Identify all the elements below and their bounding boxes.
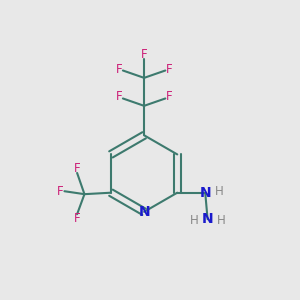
Text: F: F <box>166 91 172 103</box>
Text: N: N <box>202 212 213 226</box>
Text: N: N <box>200 186 211 200</box>
Text: F: F <box>74 212 80 225</box>
Text: F: F <box>141 48 147 62</box>
Text: F: F <box>116 91 122 103</box>
Text: F: F <box>166 62 172 76</box>
Text: N: N <box>138 205 150 219</box>
Text: F: F <box>74 162 80 175</box>
Text: H: H <box>215 185 224 198</box>
Text: H: H <box>216 214 225 226</box>
Text: H: H <box>190 214 199 226</box>
Text: F: F <box>116 62 122 76</box>
Text: F: F <box>57 185 64 198</box>
